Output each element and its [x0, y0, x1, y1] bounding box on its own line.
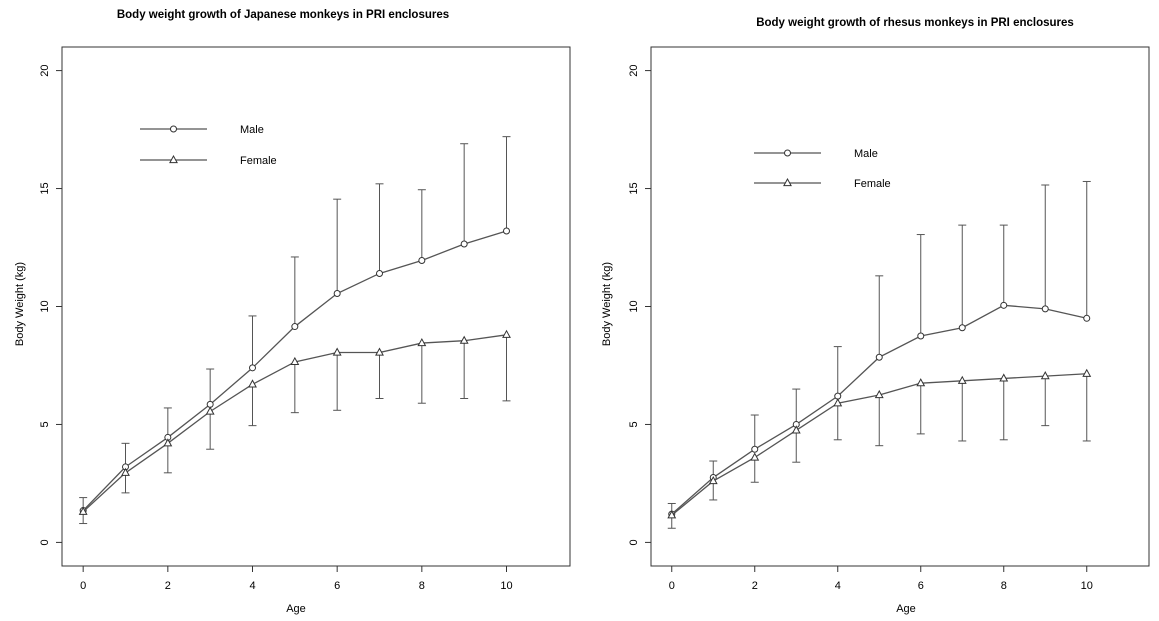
data-point-triangle: [999, 373, 1009, 382]
chart-title: Body weight growth of Japanese monkeys i…: [116, 9, 450, 21]
x-tick-label: 4: [249, 580, 255, 592]
data-point-triangle: [750, 452, 760, 461]
y-tick-label: 15: [628, 182, 640, 194]
data-point-triangle: [205, 406, 215, 415]
data-point-circle: [503, 227, 510, 235]
y-tick-label: 0: [39, 539, 51, 545]
data-point-triangle: [121, 467, 130, 476]
x-tick-label: 6: [334, 580, 340, 592]
plot-frame: [650, 46, 1150, 567]
data-point-triangle: [78, 506, 88, 515]
y-tick-label: 15: [39, 182, 51, 194]
data-point-triangle: [708, 476, 718, 485]
legend-marker-circle: [170, 125, 177, 133]
data-point-triangle: [459, 335, 469, 344]
x-tick-label: 2: [165, 580, 171, 592]
legend-marker-triangle: [783, 177, 792, 187]
x-tick-label: 0: [669, 580, 675, 592]
y-tick-label: 20: [628, 64, 640, 76]
data-point-circle: [917, 332, 925, 340]
x-tick-label: 8: [1001, 580, 1007, 592]
y-tick-label: 5: [628, 421, 640, 427]
data-point-circle: [291, 323, 299, 331]
data-point-triangle: [290, 356, 300, 366]
data-point-circle: [460, 240, 468, 248]
data-point-circle: [751, 445, 759, 453]
data-point-circle: [1041, 305, 1049, 313]
data-point-circle: [249, 364, 256, 372]
legend-label: Female: [240, 155, 277, 167]
legend-label: Male: [854, 148, 878, 160]
x-tick-label: 10: [1081, 580, 1093, 592]
data-point-triangle: [916, 378, 926, 387]
data-point-triangle: [417, 338, 427, 347]
legend-marker-circle: [784, 149, 791, 157]
legend-label: Female: [854, 178, 891, 190]
chart-title: Body weight growth of rhesus monkeys in …: [756, 17, 1074, 29]
chart-rhesus-monkeys: Body weight growth of rhesus monkeys in …: [580, 0, 1159, 621]
data-point-triangle: [375, 347, 384, 356]
legend-label: Male: [240, 124, 264, 136]
x-tick-label: 4: [835, 580, 841, 592]
data-point-triangle: [163, 438, 173, 447]
data-point-circle: [333, 290, 341, 298]
data-point-triangle: [332, 347, 342, 356]
y-tick-label: 5: [39, 421, 51, 427]
data-point-triangle: [502, 329, 511, 338]
data-point-triangle: [1040, 371, 1050, 380]
plot-area: 0 2 4 6 8 10 0 5 10 15 20 Male Female: [39, 46, 571, 592]
data-point-triangle: [833, 398, 843, 407]
data-point-circle: [875, 353, 883, 361]
y-tick-label: 10: [39, 300, 51, 312]
data-point-circle: [376, 269, 383, 277]
x-axis-label: Age: [286, 603, 306, 615]
x-tick-label: 0: [80, 580, 86, 592]
x-tick-label: 10: [500, 580, 512, 592]
data-point-triangle: [248, 379, 257, 388]
plot-area: 0 2 4 6 8 10 0 5 10 15 20 Male Female: [628, 46, 1150, 592]
data-point-circle: [418, 256, 426, 264]
x-axis-label: Age: [896, 603, 916, 615]
data-point-triangle: [874, 389, 884, 399]
chart-japanese-monkeys: Body weight growth of Japanese monkeys i…: [14, 9, 571, 615]
data-point-triangle: [667, 510, 677, 519]
x-tick-label: 8: [419, 580, 425, 592]
y-tick-label: 0: [628, 539, 640, 545]
data-point-circle: [958, 324, 966, 332]
legend-marker-triangle: [169, 154, 178, 164]
x-tick-label: 6: [918, 580, 924, 592]
data-point-triangle: [1082, 368, 1092, 377]
data-point-circle: [1000, 301, 1008, 309]
y-tick-label: 10: [628, 300, 640, 312]
data-point-circle: [1083, 314, 1091, 322]
data-point-triangle: [957, 375, 967, 384]
data-point-triangle: [791, 425, 801, 434]
x-tick-label: 2: [752, 580, 758, 592]
y-tick-label: 20: [39, 64, 51, 76]
plot-frame: [61, 46, 571, 567]
